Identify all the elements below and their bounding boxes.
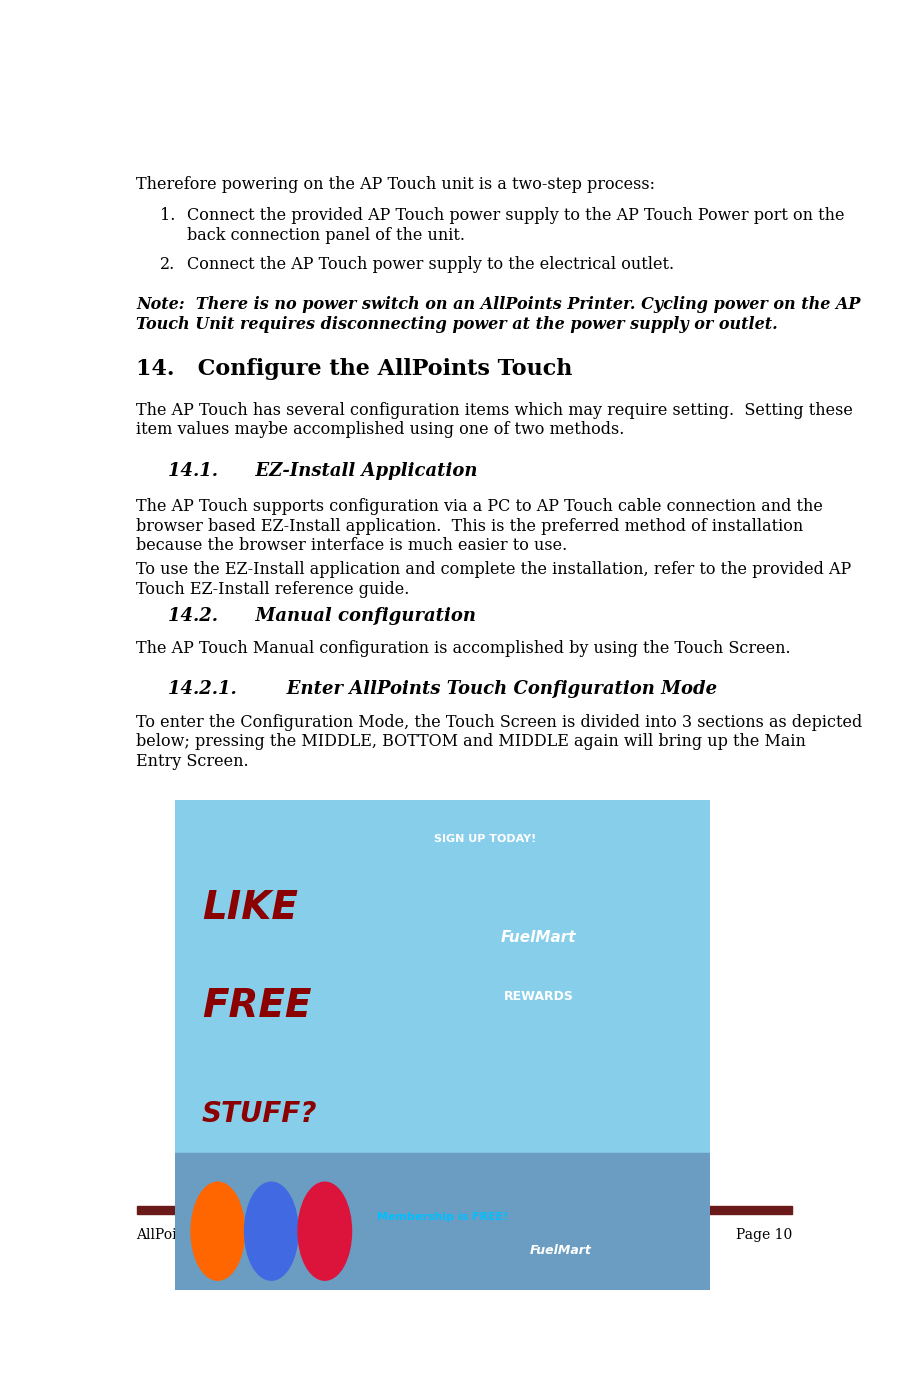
Text: MIDDLE: MIDDLE (429, 1005, 496, 1019)
Text: The AP Touch supports configuration via a PC to AP Touch cable connection and th: The AP Touch supports configuration via … (137, 498, 824, 554)
Text: To use the EZ-Install application and complete the installation, refer to the pr: To use the EZ-Install application and co… (137, 561, 852, 599)
Text: The AP Touch has several configuration items which may require setting.  Setting: The AP Touch has several configuration i… (137, 402, 853, 438)
Text: BOTTOM: BOTTOM (426, 1101, 498, 1115)
Text: 2.: 2. (159, 256, 175, 273)
Text: Page 10: Page 10 (736, 1228, 792, 1242)
Text: AllPoints Touch Installation Manual: AllPoints Touch Installation Manual (137, 1228, 388, 1242)
Text: FuelMart: FuelMart (501, 930, 576, 945)
FancyBboxPatch shape (402, 997, 522, 1027)
Bar (175, 1153, 710, 1290)
FancyBboxPatch shape (410, 860, 514, 891)
Text: STUFF?: STUFF? (202, 1100, 317, 1128)
Text: Therefore powering on the AP Touch unit is a two-step process:: Therefore powering on the AP Touch unit … (137, 177, 656, 193)
FancyBboxPatch shape (402, 1093, 522, 1123)
Text: FuelMart: FuelMart (529, 1244, 591, 1257)
Text: FREE: FREE (202, 987, 311, 1025)
Text: Connect the provided AP Touch power supply to the AP Touch Power port on the
bac: Connect the provided AP Touch power supp… (187, 207, 844, 244)
Text: 1.: 1. (159, 207, 175, 224)
Text: Membership is FREE!: Membership is FREE! (377, 1211, 508, 1222)
Bar (137, 1208, 792, 1214)
Text: REWARDS: REWARDS (504, 990, 573, 1002)
Text: The AP Touch Manual configuration is accomplished by using the Touch Screen.: The AP Touch Manual configuration is acc… (137, 640, 791, 657)
Text: Connect the AP Touch power supply to the electrical outlet.: Connect the AP Touch power supply to the… (187, 256, 674, 273)
Ellipse shape (191, 1182, 245, 1281)
Text: 14.   Configure the AllPoints Touch: 14. Configure the AllPoints Touch (137, 358, 573, 380)
Text: LIKE: LIKE (202, 889, 298, 927)
Text: SIGN UP TODAY!: SIGN UP TODAY! (434, 834, 536, 844)
Text: 14.2.      Manual configuration: 14.2. Manual configuration (168, 607, 476, 625)
Text: TOP: TOP (446, 869, 478, 883)
Text: 14.2.1.        Enter AllPoints Touch Configuration Mode: 14.2.1. Enter AllPoints Touch Configurat… (168, 679, 717, 697)
Text: 14.1.      EZ-Install Application: 14.1. EZ-Install Application (168, 462, 477, 480)
Text: To enter the Configuration Mode, the Touch Screen is divided into 3 sections as : To enter the Configuration Mode, the Tou… (137, 714, 863, 770)
Ellipse shape (245, 1182, 298, 1281)
Text: Note:  There is no power switch on an AllPoints Printer. Cycling power on the AP: Note: There is no power switch on an All… (137, 296, 861, 333)
Ellipse shape (298, 1182, 352, 1281)
Bar (137, 1205, 792, 1208)
